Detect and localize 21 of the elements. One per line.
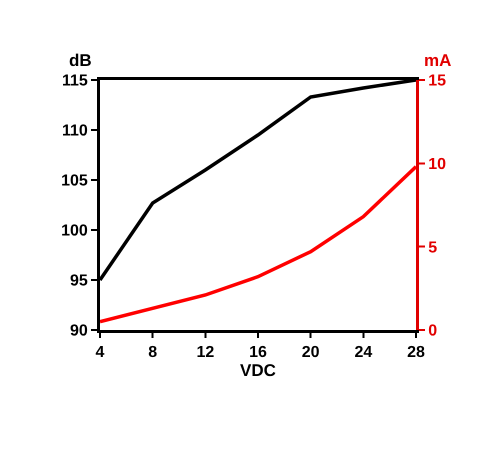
x-tick-label: 16 xyxy=(249,344,267,362)
x-axis-title: VDC xyxy=(240,361,276,380)
y2-tick-label: 15 xyxy=(428,72,446,90)
y2-tick-label: 0 xyxy=(428,322,438,340)
y2-axis-title: mA xyxy=(424,51,452,70)
y-tick-label: 115 xyxy=(62,72,88,90)
x-tick-label: 8 xyxy=(148,344,158,362)
y-axis-title: dB xyxy=(69,51,92,70)
x-tick-label: 28 xyxy=(407,344,425,362)
y-tick-label: 100 xyxy=(61,222,88,240)
y-tick-label: 105 xyxy=(61,172,88,190)
x-tick-label: 4 xyxy=(96,344,105,362)
y-tick-label: 110 xyxy=(62,122,88,140)
line-series xyxy=(100,164,416,324)
y-tick-label: 95 xyxy=(70,272,88,290)
x-tick-label: 24 xyxy=(354,344,372,362)
x-tick-label: 20 xyxy=(302,344,320,362)
y2-tick-label: 5 xyxy=(428,239,438,256)
y2-tick-label: 10 xyxy=(428,156,446,173)
y-tick-label: 90 xyxy=(70,322,88,340)
x-tick-label: 12 xyxy=(196,344,214,362)
